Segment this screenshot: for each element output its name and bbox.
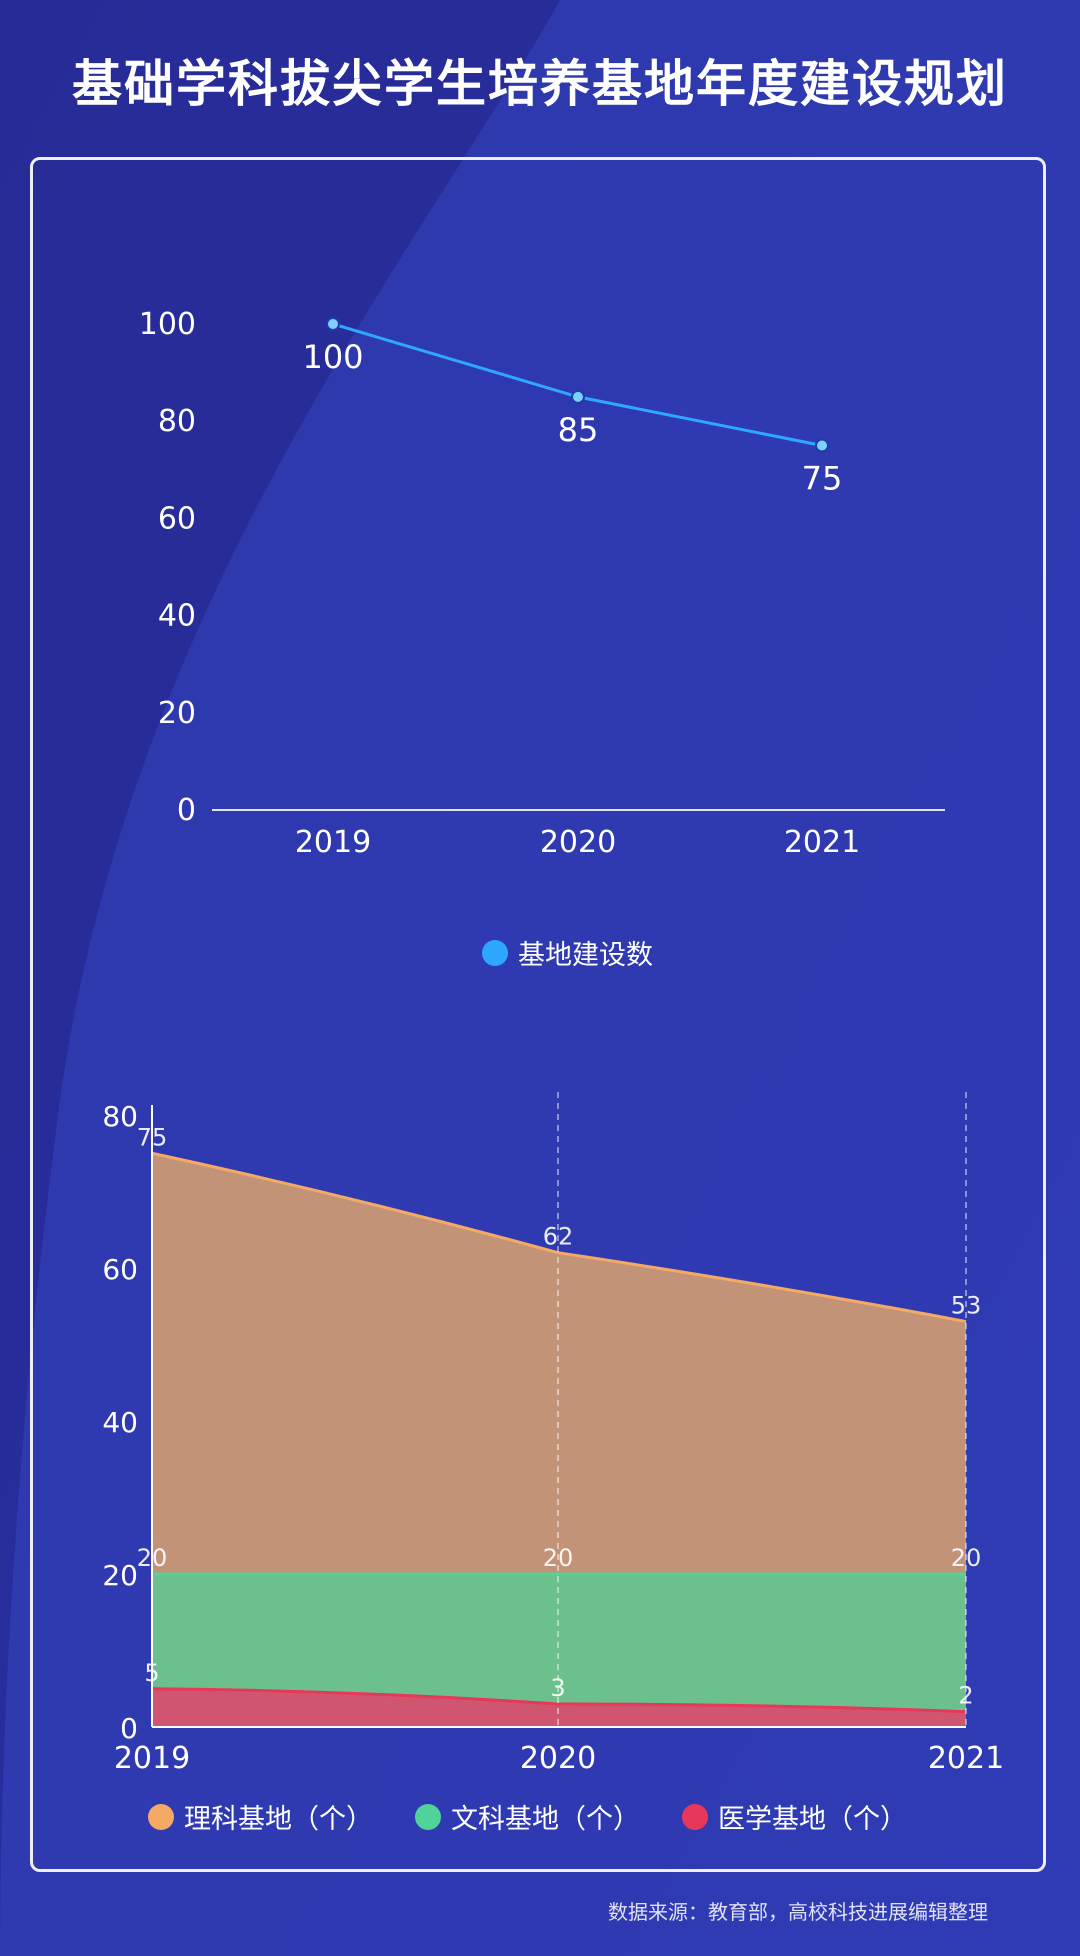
area-chart-legend: 理科基地（个） 文科基地（个） 医学基地（个）: [148, 1797, 907, 1836]
legend-dot-icon: [415, 1803, 441, 1830]
data-label: 75: [802, 460, 843, 498]
x-tick-label: 2019: [295, 825, 371, 860]
y-tick-label: 60: [102, 1253, 138, 1286]
legend-label: 理科基地（个）: [184, 1804, 373, 1835]
area-humanities: [152, 1574, 966, 1727]
y-tick-label: 60: [158, 501, 196, 536]
legend-label: 文科基地（个）: [451, 1804, 640, 1835]
data-label: 53: [951, 1292, 982, 1320]
line-chart: 0 20 40 60 80 100 2019 2020 2021 100 85 75: [139, 307, 945, 860]
legend-item-medical: 医学基地（个）: [682, 1797, 907, 1836]
data-label: 75: [137, 1123, 168, 1151]
y-tick-label: 40: [102, 1406, 138, 1439]
area-medical: [152, 1688, 966, 1727]
y-tick-label: 40: [158, 599, 196, 634]
legend-label: 医学基地（个）: [718, 1804, 907, 1835]
y-tick-label: 100: [139, 307, 196, 342]
area-line-science: [151, 1151, 967, 1324]
data-source-note: 数据来源：教育部，高校科技进展编辑整理: [608, 1900, 988, 1924]
data-label: 20: [543, 1544, 574, 1572]
data-label: 85: [558, 411, 599, 449]
chart-panel: [30, 157, 1046, 1872]
area-line-medical: [151, 1687, 967, 1714]
x-tick-label: 2020: [540, 825, 616, 860]
data-label: 2: [958, 1682, 973, 1710]
x-tick-label: 2021: [928, 1741, 1004, 1776]
y-tick-label: 20: [158, 696, 196, 731]
data-label: 20: [951, 1544, 982, 1572]
data-label: 62: [543, 1223, 574, 1251]
y-tick-label: 0: [120, 1712, 138, 1745]
y-tick-label: 80: [158, 404, 196, 439]
legend-dot-icon: [682, 1803, 708, 1830]
data-label: 100: [302, 338, 363, 376]
legend-label: 基地建设数: [518, 940, 653, 971]
y-tick-label: 20: [102, 1559, 138, 1592]
data-point: [815, 438, 829, 453]
legend-item-science: 理科基地（个）: [148, 1797, 373, 1836]
data-point: [571, 389, 585, 404]
data-point: [326, 317, 340, 331]
legend-item-humanities: 文科基地（个）: [415, 1797, 640, 1836]
x-tick-label: 2020: [520, 1741, 596, 1776]
legend-dot-icon: [148, 1803, 174, 1830]
y-tick-label: 0: [177, 793, 196, 828]
legend-dot-icon: [482, 939, 508, 966]
data-label: 3: [550, 1674, 565, 1702]
data-label: 5: [144, 1659, 159, 1687]
x-tick-label: 2021: [784, 825, 860, 860]
line-chart-legend: 基地建设数: [482, 933, 653, 972]
x-tick-label: 2019: [114, 1741, 190, 1776]
y-tick-label: 80: [102, 1100, 138, 1133]
data-label: 20: [137, 1544, 168, 1572]
legend-item-base-count: 基地建设数: [482, 933, 653, 972]
page-title: 基础学科拔尖学生培养基地年度建设规划: [72, 55, 1008, 113]
